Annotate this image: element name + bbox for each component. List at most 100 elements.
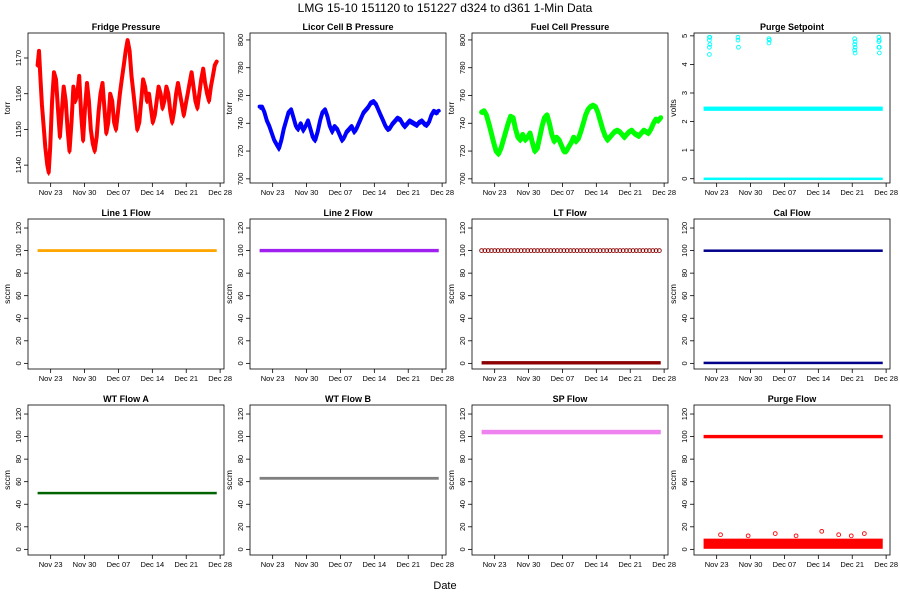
y-tick-label: 0 bbox=[680, 547, 689, 551]
data-band bbox=[481, 361, 661, 365]
data-band bbox=[703, 361, 883, 365]
y-axis-label: sccm bbox=[2, 470, 12, 490]
data-point bbox=[489, 248, 494, 253]
x-tick-label: Nov 30 bbox=[73, 374, 97, 383]
y-tick-label: 3 bbox=[680, 91, 689, 95]
data-point bbox=[525, 248, 531, 253]
data-point bbox=[528, 248, 534, 253]
x-tick-label: Dec 28 bbox=[652, 374, 676, 383]
chart-panel: Licor Cell B Pressure 700 720 740 760 780 800 N… bbox=[224, 22, 454, 197]
data-band bbox=[481, 429, 661, 435]
data-point bbox=[766, 40, 772, 46]
x-tick-label: Dec 28 bbox=[652, 560, 676, 569]
x-tick-label: Nov 23 bbox=[483, 374, 507, 383]
data-point bbox=[848, 533, 854, 539]
x-tick-label: Dec 28 bbox=[208, 188, 232, 197]
data-point bbox=[640, 248, 646, 253]
data-point bbox=[584, 248, 590, 253]
chart-panel: Line 2 Flow 0 20 40 60 80 100 120 Nov 23 Nov 30 De… bbox=[224, 208, 454, 383]
data-point bbox=[614, 248, 619, 253]
y-tick-label: 60 bbox=[680, 478, 689, 486]
y-tick-label: 700 bbox=[236, 173, 245, 186]
data-point bbox=[876, 37, 882, 43]
y-tick-label: 120 bbox=[680, 408, 689, 421]
data-point bbox=[852, 44, 858, 50]
x-tick-label: Dec 07 bbox=[551, 374, 575, 383]
data-point bbox=[545, 248, 550, 253]
data-point bbox=[601, 248, 606, 253]
data-point bbox=[515, 248, 521, 253]
data-band bbox=[259, 476, 439, 480]
x-tick-label: Dec 07 bbox=[329, 188, 353, 197]
x-tick-label: Dec 28 bbox=[208, 374, 232, 383]
y-tick-label: 100 bbox=[14, 244, 23, 257]
data-point bbox=[538, 248, 544, 253]
data-point bbox=[735, 37, 741, 43]
x-tick-label: Dec 21 bbox=[618, 188, 642, 197]
data-point bbox=[479, 248, 484, 253]
y-tick-label: 0 bbox=[680, 177, 689, 181]
panel-title: Licor Cell B Pressure bbox=[302, 22, 393, 32]
data-point bbox=[707, 44, 712, 50]
y-tick-label: 40 bbox=[680, 500, 689, 508]
x-tick-label: Nov 23 bbox=[39, 188, 63, 197]
y-tick-label: 60 bbox=[14, 292, 23, 300]
y-tick-label: 100 bbox=[680, 430, 689, 443]
figure-title: LMG 15-10 151120 to 151227 d324 to d361 … bbox=[298, 1, 593, 15]
y-tick-label: 80 bbox=[14, 455, 23, 463]
y-tick-label: 80 bbox=[14, 269, 23, 277]
data-point bbox=[591, 248, 596, 253]
y-tick-label: 0 bbox=[14, 361, 23, 365]
y-tick-label: 20 bbox=[14, 523, 23, 531]
x-tick-label: Dec 07 bbox=[773, 188, 797, 197]
x-tick-label: Nov 23 bbox=[483, 188, 507, 197]
data-point bbox=[505, 248, 511, 253]
y-tick-label: 80 bbox=[236, 455, 245, 463]
data-point bbox=[852, 36, 858, 42]
data-point bbox=[610, 248, 616, 253]
y-axis-label: sccm bbox=[224, 470, 234, 490]
x-tick-label: Dec 07 bbox=[551, 188, 575, 197]
y-tick-label: 60 bbox=[236, 478, 245, 486]
x-tick-label: Dec 21 bbox=[396, 374, 420, 383]
plot-frame bbox=[471, 404, 669, 556]
data-point bbox=[736, 44, 741, 50]
y-tick-label: 80 bbox=[680, 455, 689, 463]
x-tick-label: Nov 30 bbox=[73, 560, 97, 569]
x-tick-label: Dec 14 bbox=[584, 188, 608, 197]
x-tick-label: Dec 21 bbox=[174, 188, 198, 197]
y-tick-label: 40 bbox=[236, 500, 245, 508]
data-point bbox=[633, 248, 639, 253]
plot-area bbox=[703, 434, 883, 549]
y-tick-label: 120 bbox=[458, 222, 467, 235]
data-point bbox=[508, 248, 514, 253]
data-point bbox=[502, 248, 507, 253]
x-tick-label: Nov 30 bbox=[517, 374, 541, 383]
x-tick-label: Nov 23 bbox=[39, 374, 63, 383]
x-tick-label: Dec 28 bbox=[430, 560, 454, 569]
x-tick-label: Nov 23 bbox=[261, 560, 285, 569]
plot-area bbox=[703, 34, 883, 181]
data-point bbox=[852, 39, 858, 44]
y-tick-label: 700 bbox=[458, 173, 467, 186]
panel-title: Fuel Cell Pressure bbox=[531, 22, 610, 32]
data-point bbox=[647, 248, 652, 253]
data-point bbox=[876, 44, 882, 50]
y-tick-label: 100 bbox=[458, 244, 467, 257]
data-point bbox=[767, 37, 772, 43]
plot-area bbox=[37, 491, 217, 495]
data-point bbox=[819, 528, 825, 534]
x-tick-label: Nov 30 bbox=[295, 188, 319, 197]
data-point bbox=[578, 248, 583, 253]
y-tick-label: 60 bbox=[236, 292, 245, 300]
plot-frame bbox=[471, 32, 669, 184]
data-point bbox=[657, 248, 662, 253]
y-tick-label: 100 bbox=[680, 244, 689, 257]
y-tick-label: 1150 bbox=[14, 121, 23, 137]
plot-frame bbox=[693, 404, 891, 556]
data-point bbox=[492, 248, 498, 253]
y-tick-label: 20 bbox=[14, 337, 23, 345]
plot-area bbox=[37, 249, 217, 252]
y-tick-label: 4 bbox=[680, 62, 689, 66]
